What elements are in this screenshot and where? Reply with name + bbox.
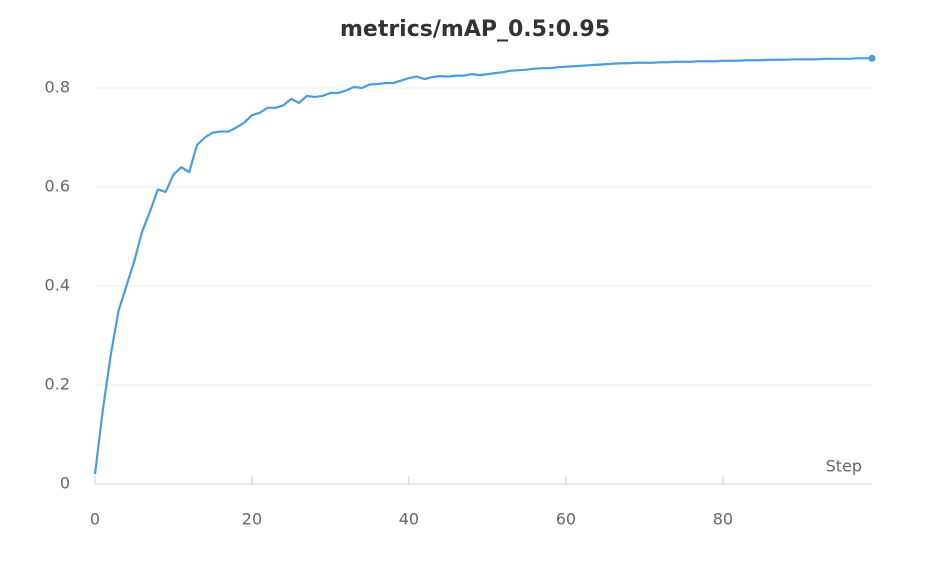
- y-tick-label: 0.8: [45, 78, 70, 97]
- x-tick-label: 80: [713, 510, 733, 529]
- x-tick-label: 20: [242, 510, 262, 529]
- end-point: [868, 54, 876, 62]
- y-tick-label: 0: [60, 474, 70, 493]
- y-tick-label: 0.4: [45, 276, 70, 295]
- x-tick-label: 0: [90, 510, 100, 529]
- x-tick-label: 60: [556, 510, 576, 529]
- y-tick-label: 0.6: [45, 177, 70, 196]
- y-tick-label: 0.2: [45, 375, 70, 394]
- x-axis-label: Step: [826, 457, 862, 476]
- chart-title: metrics/mAP_0.5:0.95: [340, 17, 610, 42]
- x-tick-label: 40: [399, 510, 419, 529]
- data-line: [93, 57, 872, 475]
